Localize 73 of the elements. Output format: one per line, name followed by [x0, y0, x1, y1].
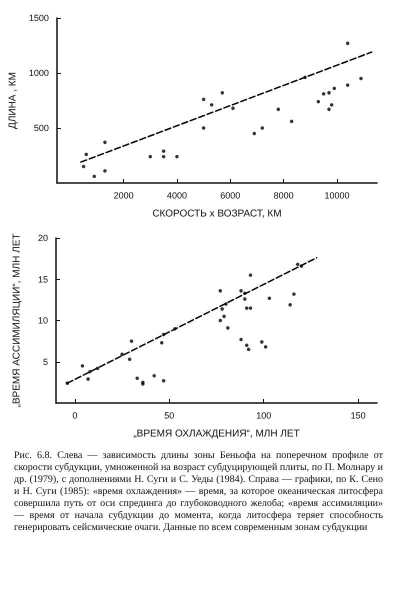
point: [248, 306, 252, 310]
point: [332, 86, 336, 90]
point: [316, 100, 320, 104]
point: [103, 140, 107, 144]
point: [244, 344, 248, 347]
y-tick-label: 15: [38, 274, 48, 284]
point: [148, 154, 152, 158]
point: [130, 339, 134, 343]
point: [135, 376, 139, 380]
point: [103, 169, 107, 173]
point: [246, 348, 250, 352]
point: [327, 108, 331, 112]
point: [152, 374, 156, 378]
point: [264, 345, 268, 349]
x-tick-label: 2000: [114, 190, 134, 200]
point: [218, 289, 222, 293]
x-axis-title: „ВРЕМЯ ОХЛАЖДЕНИЯ“, МЛН ЛЕТ: [133, 428, 300, 440]
point: [218, 318, 222, 322]
point: [128, 358, 132, 362]
y-tick-label: 500: [34, 123, 49, 133]
point: [210, 103, 214, 107]
point: [226, 326, 230, 330]
point: [296, 262, 300, 266]
point: [160, 341, 164, 345]
point: [330, 103, 334, 107]
point: [288, 303, 292, 307]
point: [260, 340, 264, 344]
y-tick-label: 10: [38, 316, 48, 326]
point: [82, 164, 86, 168]
y-tick-label: 1500: [28, 13, 49, 23]
point: [327, 91, 331, 95]
point: [80, 364, 84, 368]
text: Рис. 6.8. Слева — зависимость длины зоны Беньофа на поперечном профиле от скорости субдукции, умноженной на возраст субдуцирующей плиты, по П. Молнару и др. (1979), с дополнениями Н. Суги и С. Уеды (1984). Справа — графики, по К. Сено и Н. Суги (1985): «время охлаждения» — время, за которое океаническая литосфера совершила путь от оси спрединга до глубоководного желоба; «время ассимиляции» — время от начала субдукции до момента, когда литосфера теряет способность генерировать сейсмические очаги. Данные по всем современным зонам субдукции: [14, 450, 383, 534]
point: [252, 132, 256, 136]
point: [162, 149, 166, 153]
point: [346, 83, 350, 87]
point: [244, 306, 248, 310]
point: [220, 307, 224, 311]
point: [290, 120, 294, 124]
x-tick-label: 150: [350, 410, 366, 420]
point: [346, 42, 350, 46]
x-tick-label: 0: [72, 410, 78, 420]
point: [322, 92, 326, 96]
x-axis-title: СКОРОСТЬ х ВОЗРАСТ, КМ: [152, 208, 282, 220]
point: [202, 126, 206, 130]
y-tick-label: 5: [42, 356, 48, 367]
point: [162, 378, 166, 382]
x-tick-label: 50: [164, 410, 174, 420]
point: [276, 108, 280, 112]
x-tick-label: 100: [256, 410, 272, 420]
point: [260, 126, 264, 130]
point: [162, 154, 166, 158]
point: [231, 106, 235, 110]
point: [292, 292, 296, 296]
x-tick-label: 4000: [166, 190, 187, 200]
point: [92, 174, 96, 178]
point: [243, 297, 247, 301]
point: [220, 91, 224, 95]
point: [202, 98, 206, 102]
x-tick-label: 6000: [220, 190, 240, 200]
point: [86, 377, 90, 381]
point: [222, 314, 226, 318]
point: [248, 273, 252, 277]
point: [84, 152, 88, 156]
y-tick-label: 20: [38, 233, 48, 243]
y-axis-title: „ВРЕМЯ АССИМИЛЯЦИИ“, МЛН ЛЕТ: [12, 234, 22, 408]
y-tick-label: 1000: [28, 68, 49, 78]
y-axis-title: ДЛИНА , КМ: [8, 72, 18, 129]
point: [239, 289, 243, 293]
point: [268, 296, 272, 300]
point: [175, 154, 179, 158]
x-tick-label: 10000: [324, 190, 350, 200]
x-tick-label: 8000: [274, 190, 294, 200]
